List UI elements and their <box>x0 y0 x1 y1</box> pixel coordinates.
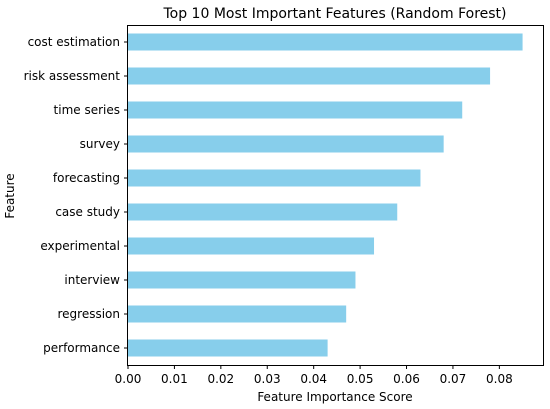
x-tick-label: 0.05 <box>347 372 374 386</box>
chart-title: Top 10 Most Important Features (Random F… <box>162 6 506 22</box>
x-tick-label: 0.00 <box>115 372 142 386</box>
bar-interview <box>128 271 356 289</box>
y-tick-label: performance <box>43 341 120 355</box>
x-axis-label: Feature Importance Score <box>257 390 412 404</box>
y-tick-label: forecasting <box>53 171 120 185</box>
y-tick-label: experimental <box>40 239 120 253</box>
x-tick-label: 0.03 <box>254 372 281 386</box>
x-tick-label: 0.02 <box>207 372 234 386</box>
bar-cost-estimation <box>128 33 523 51</box>
x-tick-label: 0.08 <box>486 372 513 386</box>
x-tick-label: 0.06 <box>393 372 420 386</box>
bars-group <box>128 33 523 357</box>
y-tick-label: interview <box>64 273 120 287</box>
bar-survey <box>128 135 444 153</box>
x-tick-label: 0.04 <box>300 372 327 386</box>
bar-performance <box>128 339 328 357</box>
y-tick-label: cost estimation <box>28 35 120 49</box>
y-tick-label: risk assessment <box>24 69 121 83</box>
y-axis-label: Feature <box>3 173 17 218</box>
y-tick-label: survey <box>80 137 120 151</box>
y-tick-label: case study <box>55 205 120 219</box>
plot-frame <box>127 25 544 366</box>
bar-forecasting <box>128 169 421 187</box>
y-tick-label: time series <box>54 103 120 117</box>
x-tick-label: 0.07 <box>440 372 467 386</box>
bar-experimental <box>128 237 375 255</box>
bar-case-study <box>128 203 398 221</box>
x-tick-labels: 0.00 0.01 0.02 0.03 0.04 0.05 0.06 0.07 0.08 <box>115 365 513 386</box>
bar-risk-assessment <box>128 67 491 85</box>
x-tick-label: 0.01 <box>161 372 188 386</box>
bar-time-series <box>128 101 463 119</box>
y-tick-label: regression <box>57 307 120 321</box>
y-tick-labels: cost estimation risk assessment time serie… <box>24 35 128 355</box>
bar-regression <box>128 305 347 323</box>
